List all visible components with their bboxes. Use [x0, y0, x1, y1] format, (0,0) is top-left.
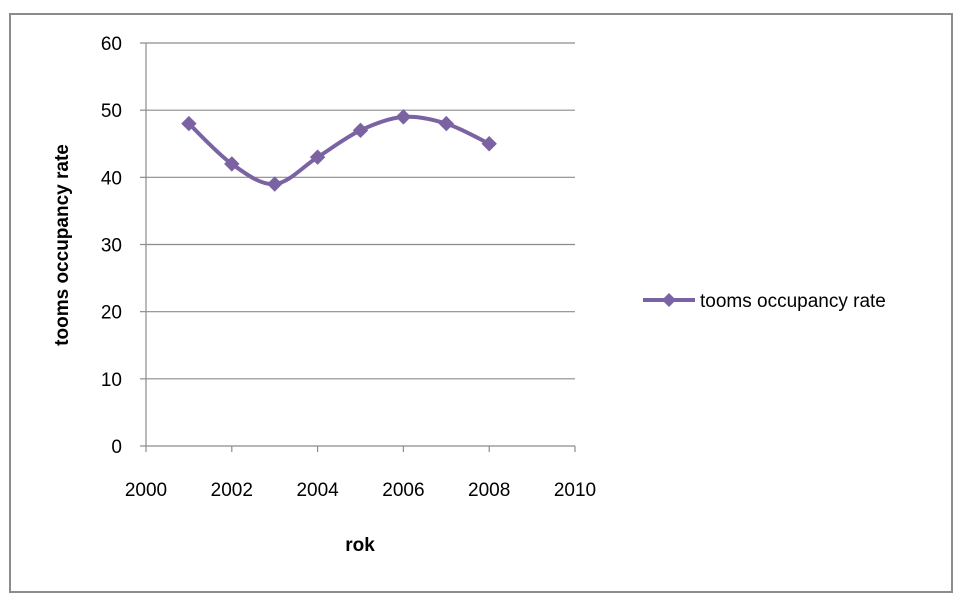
y-tick-label-10: 10 [101, 370, 122, 391]
y-tick-label-30: 30 [101, 236, 122, 257]
y-tick-label-0: 0 [111, 437, 122, 458]
data-point-2005 [354, 123, 368, 137]
x-tick-label-2000: 2000 [125, 480, 167, 501]
y-tick-label-50: 50 [101, 101, 122, 122]
data-point-2006 [396, 110, 410, 124]
axes [140, 43, 575, 452]
legend: tooms occupancy rate [643, 291, 886, 312]
chart: 0 10 20 30 40 50 60 2000 2002 2004 2006 2008 2010 t… [0, 0, 955, 581]
data-point-2007 [439, 117, 453, 131]
y-tick-labels: 0 10 20 30 40 50 60 [101, 34, 122, 458]
legend-marker-icon [662, 293, 676, 307]
x-axis-title: rok [345, 535, 375, 556]
x-tick-label-2006: 2006 [382, 480, 424, 501]
y-tick-label-40: 40 [101, 168, 122, 189]
y-axis-title: tooms occupancy rate [52, 144, 73, 346]
legend-label: tooms occupancy rate [700, 291, 886, 312]
x-tick-label-2010: 2010 [554, 480, 596, 501]
series [182, 110, 496, 191]
gridlines [146, 43, 575, 379]
x-tick-label-2004: 2004 [296, 480, 339, 501]
x-tick-label-2002: 2002 [211, 480, 253, 501]
data-point-2003 [268, 177, 282, 191]
x-tick-label-2008: 2008 [468, 480, 510, 501]
x-tick-labels: 2000 2002 2004 2006 2008 2010 [125, 480, 596, 501]
y-tick-label-60: 60 [101, 34, 122, 55]
y-tick-label-20: 20 [101, 303, 122, 324]
data-point-2008 [482, 137, 496, 151]
